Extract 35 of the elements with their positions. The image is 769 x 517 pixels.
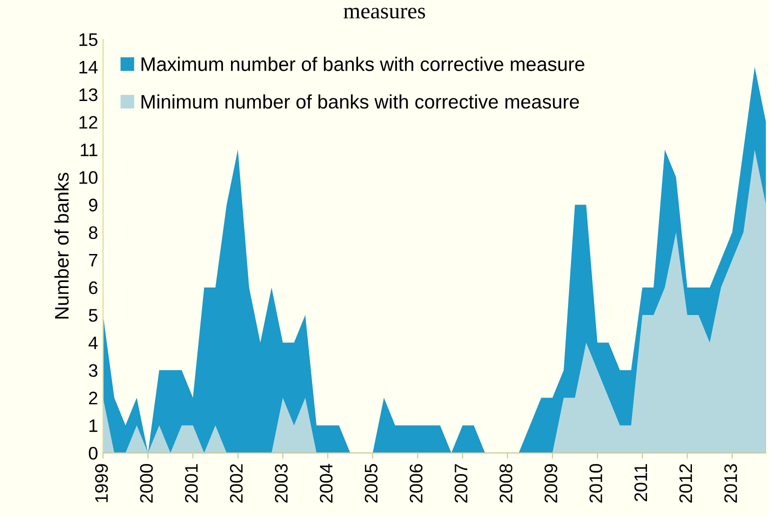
y-tick-label: 13	[79, 88, 98, 102]
x-tick-label: 2004	[320, 464, 333, 503]
x-tick-label: 2009	[544, 464, 558, 503]
y-tick-label: 6	[89, 281, 98, 294]
x-tick-label: 2007	[454, 464, 468, 503]
x-tick-label: 2011	[634, 464, 648, 502]
y-tick-label: 11	[80, 144, 98, 156]
y-tick-label: 9	[88, 198, 98, 212]
y-tick-label: 8	[88, 226, 98, 240]
y-tick-label: 5	[88, 309, 98, 322]
x-tick-label: 2013	[724, 464, 738, 503]
legend-label: Maximum number of banks with corrective measure	[142, 56, 584, 72]
y-tick-label: 10	[79, 171, 98, 184]
y-tick-label: 12	[79, 116, 98, 129]
y-tick-label: 4	[88, 336, 98, 350]
legend-label: Minimum number of banks with corrective measure	[142, 94, 579, 109]
x-tick-label: 2010	[589, 464, 602, 503]
y-tick-label: 3	[88, 364, 98, 377]
y-axis-title: Number of banks	[54, 172, 69, 319]
x-tick-label: 2005	[364, 464, 378, 503]
x-tick-label: 2008	[500, 464, 512, 503]
x-tick-label: 2002	[230, 464, 243, 503]
y-tick-label: 14	[79, 60, 98, 74]
y-tick-label: 0	[88, 446, 98, 460]
x-tick-label: 1999	[95, 464, 108, 502]
x-tick-label: 2003	[274, 464, 288, 503]
x-tick-label: 2001	[184, 464, 198, 503]
y-tick-label: 1	[90, 419, 98, 432]
x-tick-label: 2012	[679, 464, 692, 503]
chart-title: measures	[344, 8, 426, 18]
y-tick-label: 2	[89, 392, 98, 404]
y-tick-label: 15	[79, 33, 98, 46]
x-tick-label: 2000	[140, 464, 153, 503]
y-tick-label: 7	[89, 254, 98, 266]
x-tick-label: 2006	[410, 464, 422, 503]
